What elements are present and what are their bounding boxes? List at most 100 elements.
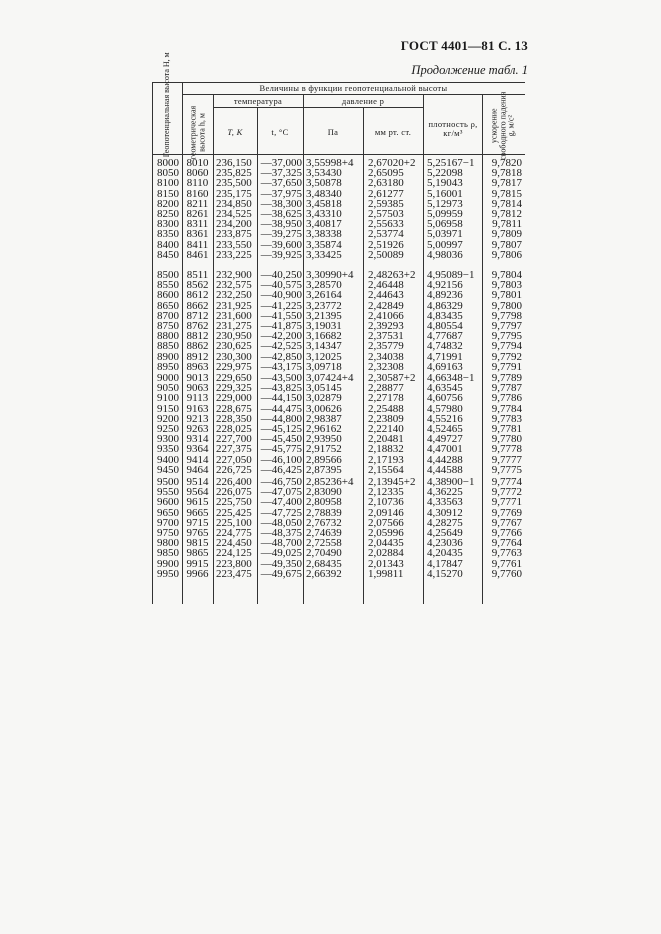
group-header-rule <box>182 94 525 95</box>
cell-density: 4,17847 <box>427 557 463 570</box>
cell-pressure-pa: 2,85236+4 <box>306 476 354 488</box>
cell-gravity: 9,7780 <box>491 433 522 446</box>
cell-geometric-height: 8511 <box>186 269 209 281</box>
cell-pressure-mmhg: 2,10736 <box>368 496 404 509</box>
cell-geopotential-height: 9750 <box>157 527 179 539</box>
cell-density: 4,33563 <box>427 496 463 509</box>
cell-temperature-c: —41,225 <box>260 299 302 312</box>
cell-gravity: 9,7766 <box>491 527 522 539</box>
cell-pressure-pa: 3,30990+4 <box>306 269 354 281</box>
cell-temperature-k: 229,325 <box>216 382 252 395</box>
header-group: Величины в функции геопотенциальной высо… <box>259 83 448 93</box>
cell-temperature-k: 224,775 <box>216 527 252 539</box>
cell-pressure-mmhg: 2,67020+2 <box>368 157 416 169</box>
cell-geopotential-height: 9250 <box>157 423 179 435</box>
cell-temperature-c: —49,675 <box>260 567 302 580</box>
cell-geometric-height: 8762 <box>186 320 209 332</box>
cell-gravity: 9,7767 <box>491 516 522 529</box>
cell-temperature-k: 235,175 <box>216 187 252 200</box>
cell-geopotential-height: 9300 <box>157 433 179 446</box>
cell-geopotential-height: 8700 <box>157 309 179 322</box>
cell-gravity: 9,7760 <box>491 567 522 580</box>
cell-density: 5,25167−1 <box>427 157 475 169</box>
cell-geopotential-height: 9450 <box>157 463 179 476</box>
cell-geometric-height: 8010 <box>186 157 209 169</box>
cell-density: 4,74832 <box>427 340 463 353</box>
cell-pressure-pa: 2,74639 <box>306 527 342 539</box>
cell-temperature-c: —42,200 <box>260 330 302 343</box>
cell-pressure-pa: 3,50878 <box>306 177 342 190</box>
cell-temperature-c: —40,250 <box>260 269 302 281</box>
header-pressure: давление p <box>341 96 385 106</box>
cell-gravity: 9,7784 <box>491 402 522 415</box>
cell-gravity: 9,7818 <box>491 167 522 180</box>
cell-pressure-mmhg: 2,20481 <box>368 433 404 446</box>
cell-temperature-c: —47,725 <box>260 506 302 519</box>
cell-temperature-c: —38,950 <box>260 218 302 231</box>
cell-temperature-c: —44,475 <box>260 402 302 415</box>
cell-pressure-pa: 3,35874 <box>306 238 342 251</box>
cell-temperature-c: —40,900 <box>260 289 302 302</box>
cell-temperature-k: 226,075 <box>216 486 252 499</box>
cell-geopotential-height: 8250 <box>157 208 179 220</box>
subgroup-header-rule <box>213 107 423 108</box>
cell-geometric-height: 9715 <box>186 516 209 529</box>
cell-geometric-height: 9314 <box>186 433 209 446</box>
table-continuation-label: Продолжение табл. 1 <box>411 63 528 77</box>
cell-geometric-height: 9414 <box>186 453 209 466</box>
cell-temperature-c: —43,175 <box>260 360 302 373</box>
cell-geometric-height: 9013 <box>186 372 209 384</box>
cell-gravity: 9,7800 <box>491 299 522 312</box>
cell-gravity: 9,7791 <box>491 360 522 373</box>
cell-pressure-pa: 3,07424+4 <box>306 372 354 384</box>
cell-gravity: 9,7781 <box>491 423 522 435</box>
cell-geopotential-height: 9350 <box>157 443 179 456</box>
cell-gravity: 9,7783 <box>491 412 522 425</box>
cell-temperature-k: 230,625 <box>216 340 252 353</box>
col-rule <box>423 94 424 604</box>
cell-pressure-pa: 3,48340 <box>306 187 342 200</box>
cell-temperature-k: 234,200 <box>216 218 252 231</box>
cell-geopotential-height: 9100 <box>157 392 179 405</box>
cell-density: 4,60756 <box>427 392 463 405</box>
cell-geometric-height: 9765 <box>186 527 209 539</box>
cell-density: 4,44288 <box>427 453 463 466</box>
cell-density: 4,23036 <box>427 537 463 550</box>
cell-density: 4,86329 <box>427 299 463 312</box>
cell-pressure-pa: 2,72558 <box>306 537 342 550</box>
cell-temperature-c: —37,975 <box>260 187 302 200</box>
cell-pressure-mmhg: 2,63180 <box>368 177 404 190</box>
cell-temperature-k: 232,250 <box>216 289 252 302</box>
cell-pressure-pa: 3,02879 <box>306 392 342 405</box>
cell-pressure-mmhg: 2,46448 <box>368 279 404 292</box>
cell-density: 4,57980 <box>427 402 463 415</box>
cell-geometric-height: 8712 <box>186 309 209 322</box>
cell-temperature-c: —39,925 <box>260 248 302 261</box>
cell-pressure-mmhg: 2,34038 <box>368 350 404 363</box>
cell-geopotential-height: 8500 <box>157 269 179 281</box>
cell-pressure-pa: 2,91752 <box>306 443 342 456</box>
cell-density: 4,71991 <box>427 350 463 363</box>
cell-geometric-height: 9915 <box>186 557 209 570</box>
cell-density: 4,63545 <box>427 382 463 395</box>
cell-pressure-mmhg: 1,99811 <box>368 567 404 580</box>
cell-density: 4,44588 <box>427 463 463 476</box>
cell-pressure-pa: 2,80958 <box>306 496 342 509</box>
cell-pressure-pa: 2,76732 <box>306 516 342 529</box>
cell-pressure-mmhg: 2,41066 <box>368 309 404 322</box>
cell-gravity: 9,7764 <box>491 537 522 550</box>
cell-pressure-pa: 3,33425 <box>306 248 342 261</box>
cell-pressure-mmhg: 2,22140 <box>368 423 404 435</box>
cell-gravity: 9,7815 <box>491 187 522 200</box>
cell-pressure-pa: 2,83090 <box>306 486 342 499</box>
cell-pressure-pa: 2,98387 <box>306 412 342 425</box>
cell-gravity: 9,7777 <box>491 453 522 466</box>
cell-temperature-c: —43,500 <box>260 372 302 384</box>
cell-density: 5,03971 <box>427 228 463 241</box>
cell-pressure-pa: 2,78839 <box>306 506 342 519</box>
cell-geopotential-height: 9500 <box>157 476 179 488</box>
cell-pressure-pa: 3,00626 <box>306 402 342 415</box>
cell-density: 4,98036 <box>427 248 463 261</box>
col-rule <box>257 107 258 604</box>
cell-pressure-mmhg: 2,59385 <box>368 197 404 210</box>
